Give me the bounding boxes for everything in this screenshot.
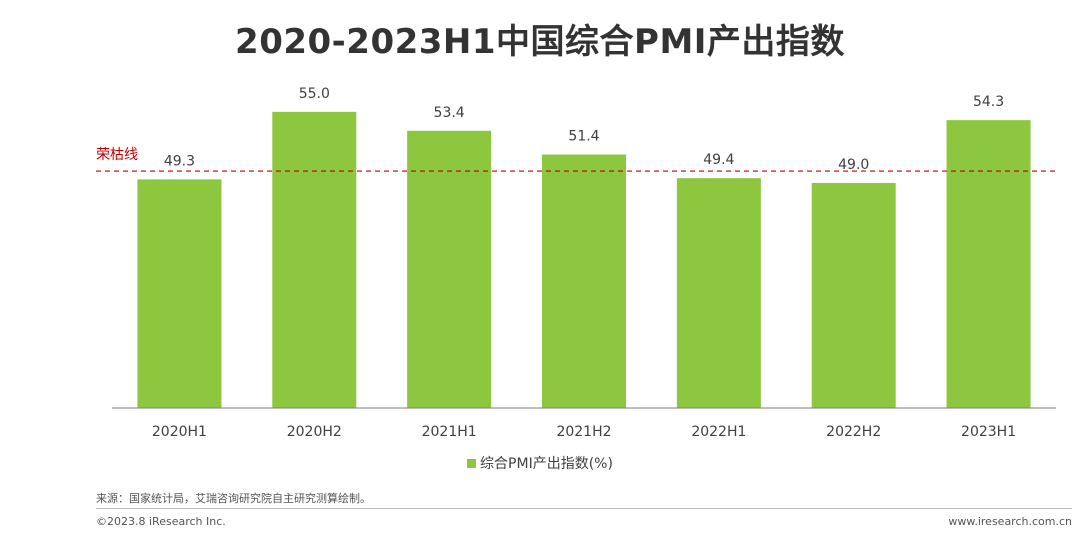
bar-2022H2 (811, 182, 896, 408)
data-label-2023H1: 54.3 (973, 94, 1004, 110)
x-tick-label-2022H1: 2022H1 (691, 424, 746, 440)
x-tick-label-2020H2: 2020H2 (287, 424, 342, 440)
data-label-2022H2: 49.0 (838, 157, 869, 173)
footer-divider (96, 508, 1072, 509)
data-label-2022H1: 49.4 (703, 152, 734, 168)
bar-2023H1 (946, 120, 1031, 408)
x-tick-label-2020H1: 2020H1 (152, 424, 207, 440)
x-tick-label-2021H2: 2021H2 (556, 424, 611, 440)
chart-title: 2020-2023H1中国综合PMI产出指数 (235, 22, 845, 62)
bar-2021H2 (542, 154, 626, 408)
threshold-label: 荣枯线 (96, 147, 138, 163)
bar-2020H1 (137, 179, 222, 408)
copyright: ©2023.8 iResearch Inc. (96, 515, 226, 528)
x-tick-label-2022H2: 2022H2 (826, 424, 881, 440)
data-label-2020H2: 55.0 (299, 86, 330, 102)
data-label-2021H1: 53.4 (434, 105, 465, 121)
legend-label: 综合PMI产出指数(%) (480, 456, 613, 472)
legend: 综合PMI产出指数(%) (0, 453, 1080, 473)
data-label-2020H1: 49.3 (164, 153, 195, 169)
bar-2020H2 (272, 111, 357, 408)
bar-2022H1 (676, 178, 761, 408)
x-tick-label-2023H1: 2023H1 (961, 424, 1016, 440)
legend-swatch (467, 458, 477, 468)
data-label-2021H2: 51.4 (568, 128, 599, 144)
x-tick-label-2021H1: 2021H1 (422, 424, 477, 440)
website-link: www.iresearch.com.cn (948, 515, 1072, 528)
bar-2021H1 (407, 130, 492, 409)
source-note: 来源：国家统计局，艾瑞咨询研究院自主研究测算绘制。 (96, 492, 371, 505)
